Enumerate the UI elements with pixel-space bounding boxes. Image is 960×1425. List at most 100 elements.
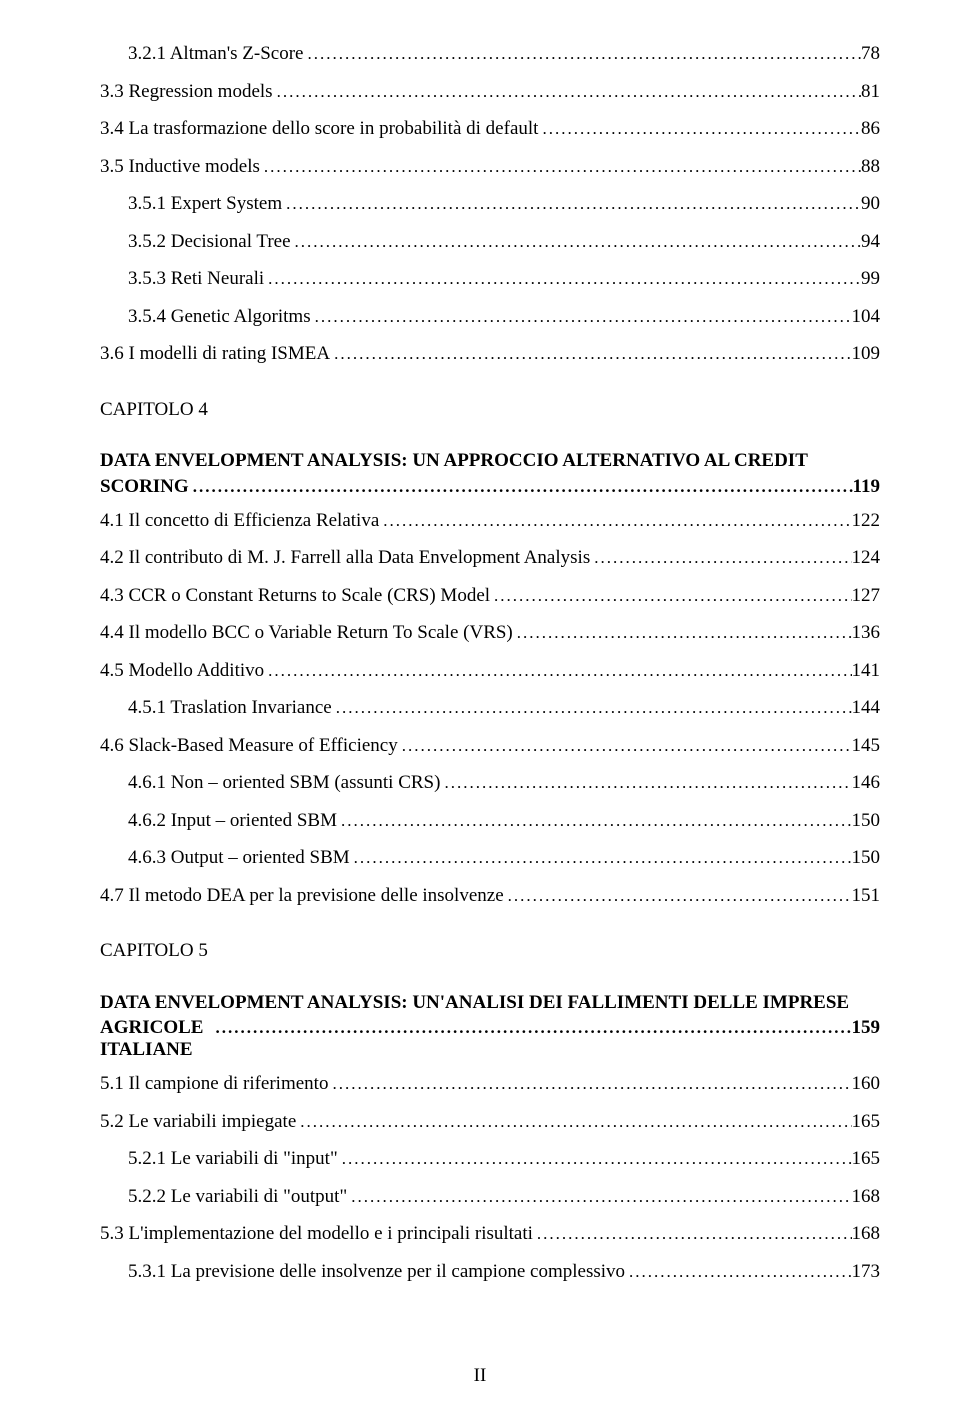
toc-entry-page: 124 bbox=[852, 544, 881, 573]
toc-entry-title: 4.6.1 Non – oriented SBM (assunti CRS) bbox=[128, 769, 440, 798]
toc-leader-dots bbox=[490, 583, 851, 609]
toc-entry-page: 145 bbox=[852, 732, 881, 761]
toc-entry: 4.3 CCR o Constant Returns to Scale (CRS… bbox=[100, 582, 880, 611]
toc-entry-title: 4.5.1 Traslation Invariance bbox=[128, 694, 332, 723]
chapter-label: CAPITOLO 5 bbox=[100, 938, 880, 965]
page-number: II bbox=[0, 1365, 960, 1387]
toc-entry-page: 146 bbox=[852, 769, 881, 798]
toc-entry-title: 4.4 Il modello BCC o Variable Return To … bbox=[100, 619, 513, 648]
toc-entry: 5.3 L'implementazione del modello e i pr… bbox=[100, 1220, 880, 1249]
toc-entry: 3.4 La trasformazione dello score in pro… bbox=[100, 115, 880, 144]
chapter-title: DATA ENVELOPMENT ANALYSIS: UN APPROCCIO … bbox=[100, 447, 880, 498]
toc-leader-dots bbox=[212, 1018, 852, 1038]
toc-leader-dots bbox=[504, 883, 852, 909]
toc-entry-title: 5.2.1 Le variabili di "input" bbox=[128, 1145, 338, 1174]
toc-entry-page: 165 bbox=[852, 1145, 881, 1174]
toc-leader-dots bbox=[440, 770, 851, 796]
toc-entry: 4.6.3 Output – oriented SBM 150 bbox=[100, 844, 880, 873]
toc-entry-page: 150 bbox=[852, 807, 881, 836]
toc-entry-page: 88 bbox=[861, 153, 880, 182]
toc-entry-page: 127 bbox=[852, 582, 881, 611]
toc-entry-title: 4.3 CCR o Constant Returns to Scale (CRS… bbox=[100, 582, 490, 611]
toc-entry-title: 3.2.1 Altman's Z-Score bbox=[128, 40, 303, 69]
toc-entry-page: 104 bbox=[852, 303, 881, 332]
toc-entry-title: 4.7 Il metodo DEA per la previsione dell… bbox=[100, 882, 504, 911]
toc-leader-dots bbox=[337, 808, 852, 834]
toc-entry: 3.5.4 Genetic Algoritms 104 bbox=[100, 303, 880, 332]
chapter-label: CAPITOLO 4 bbox=[100, 397, 880, 424]
toc-entry-title: 5.2.2 Le variabili di "output" bbox=[128, 1183, 347, 1212]
toc-entry-title: 4.6.3 Output – oriented SBM bbox=[128, 844, 350, 873]
toc-leader-dots bbox=[303, 41, 861, 67]
chapter-title-page: 159 bbox=[852, 1017, 881, 1039]
chapter-title-line1: DATA ENVELOPMENT ANALYSIS: UN'ANALISI DE… bbox=[100, 989, 880, 1018]
toc-entry-page: 168 bbox=[852, 1183, 881, 1212]
chapter-title-text: SCORING bbox=[100, 476, 189, 498]
toc-entry: 3.6 I modelli di rating ISMEA 109 bbox=[100, 340, 880, 369]
toc-entry-title: 3.5.3 Reti Neurali bbox=[128, 265, 264, 294]
toc-entry: 3.5.2 Decisional Tree94 bbox=[100, 228, 880, 257]
toc-entry: 4.4 Il modello BCC o Variable Return To … bbox=[100, 619, 880, 648]
toc-entry-page: 86 bbox=[861, 115, 880, 144]
toc-leader-dots bbox=[273, 79, 861, 105]
toc-entry-page: 141 bbox=[852, 657, 881, 686]
document-page: 3.2.1 Altman's Z-Score 78 3.3 Regression m… bbox=[0, 0, 960, 1425]
toc-entry-title: 4.1 Il concetto di Efficienza Relativa bbox=[100, 507, 379, 536]
toc-entry-page: 81 bbox=[861, 78, 880, 107]
toc-entry-title: 3.6 I modelli di rating ISMEA bbox=[100, 340, 330, 369]
toc-entry-page: 109 bbox=[852, 340, 881, 369]
toc-leader-dots bbox=[311, 304, 852, 330]
toc-leader-dots bbox=[625, 1259, 851, 1285]
toc-entry: 5.3.1 La previsione delle insolvenze per… bbox=[100, 1258, 880, 1287]
toc-entry-title: 3.5 Inductive models bbox=[100, 153, 260, 182]
toc-entry: 4.5.1 Traslation Invariance 144 bbox=[100, 694, 880, 723]
toc-entry-title: 4.6 Slack-Based Measure of Efficiency bbox=[100, 732, 398, 761]
toc-entry: 5.2.1 Le variabili di "input" 165 bbox=[100, 1145, 880, 1174]
toc-leader-dots bbox=[379, 508, 851, 534]
toc-leader-dots bbox=[590, 545, 851, 571]
toc-entry-page: 165 bbox=[852, 1108, 881, 1137]
toc-entry-page: 99 bbox=[861, 265, 880, 294]
toc-entry-page: 144 bbox=[852, 694, 881, 723]
toc-leader-dots bbox=[332, 695, 852, 721]
toc-leader-dots bbox=[538, 116, 861, 142]
toc-entry: 4.6 Slack-Based Measure of Efficiency 145 bbox=[100, 732, 880, 761]
toc-leader-dots bbox=[330, 341, 851, 367]
toc-entry: 4.1 Il concetto di Efficienza Relativa 12… bbox=[100, 507, 880, 536]
toc-entry: 3.2.1 Altman's Z-Score 78 bbox=[100, 40, 880, 69]
toc-entry: 3.5 Inductive models 88 bbox=[100, 153, 880, 182]
toc-leader-dots bbox=[296, 1109, 851, 1135]
toc-entry: 4.5 Modello Additivo141 bbox=[100, 657, 880, 686]
toc-entry: 4.7 Il metodo DEA per la previsione dell… bbox=[100, 882, 880, 911]
toc-leader-dots bbox=[264, 266, 861, 292]
chapter-title-line2: SCORING 119 bbox=[100, 476, 880, 498]
toc-entry: 3.5.3 Reti Neurali 99 bbox=[100, 265, 880, 294]
toc-entry-title: 3.5.2 Decisional Tree bbox=[128, 228, 291, 257]
toc-entry: 4.2 Il contributo di M. J. Farrell alla … bbox=[100, 544, 880, 573]
chapter-title-line1: DATA ENVELOPMENT ANALYSIS: UN APPROCCIO … bbox=[100, 447, 880, 476]
toc-entry-page: 122 bbox=[852, 507, 881, 536]
toc-leader-dots bbox=[264, 658, 851, 684]
toc-leader-dots bbox=[398, 733, 852, 759]
chapter-title-page: 119 bbox=[853, 476, 880, 498]
toc-entry-title: 4.6.2 Input – oriented SBM bbox=[128, 807, 337, 836]
toc-entry-title: 5.1 Il campione di riferimento bbox=[100, 1070, 328, 1099]
toc-entry: 3.5.1 Expert System90 bbox=[100, 190, 880, 219]
toc-leader-dots bbox=[338, 1146, 852, 1172]
toc-entry-page: 90 bbox=[861, 190, 880, 219]
toc-entry-title: 5.3 L'implementazione del modello e i pr… bbox=[100, 1220, 533, 1249]
toc-entry-page: 173 bbox=[852, 1258, 881, 1287]
toc-entry: 4.6.2 Input – oriented SBM 150 bbox=[100, 807, 880, 836]
chapter-title-text: AGRICOLE ITALIANE bbox=[100, 1017, 212, 1061]
toc-leader-dots bbox=[350, 845, 852, 871]
toc-entry-title: 3.4 La trasformazione dello score in pro… bbox=[100, 115, 538, 144]
toc-entry-page: 150 bbox=[852, 844, 881, 873]
toc-entry-page: 160 bbox=[852, 1070, 881, 1099]
toc-leader-dots bbox=[282, 191, 861, 217]
toc-entry: 4.6.1 Non – oriented SBM (assunti CRS) 14… bbox=[100, 769, 880, 798]
toc-entry-page: 78 bbox=[861, 40, 880, 69]
chapter-title: DATA ENVELOPMENT ANALYSIS: UN'ANALISI DE… bbox=[100, 989, 880, 1062]
toc-entry-title: 3.3 Regression models bbox=[100, 78, 273, 107]
toc-entry: 3.3 Regression models 81 bbox=[100, 78, 880, 107]
toc-entry-title: 3.5.4 Genetic Algoritms bbox=[128, 303, 311, 332]
